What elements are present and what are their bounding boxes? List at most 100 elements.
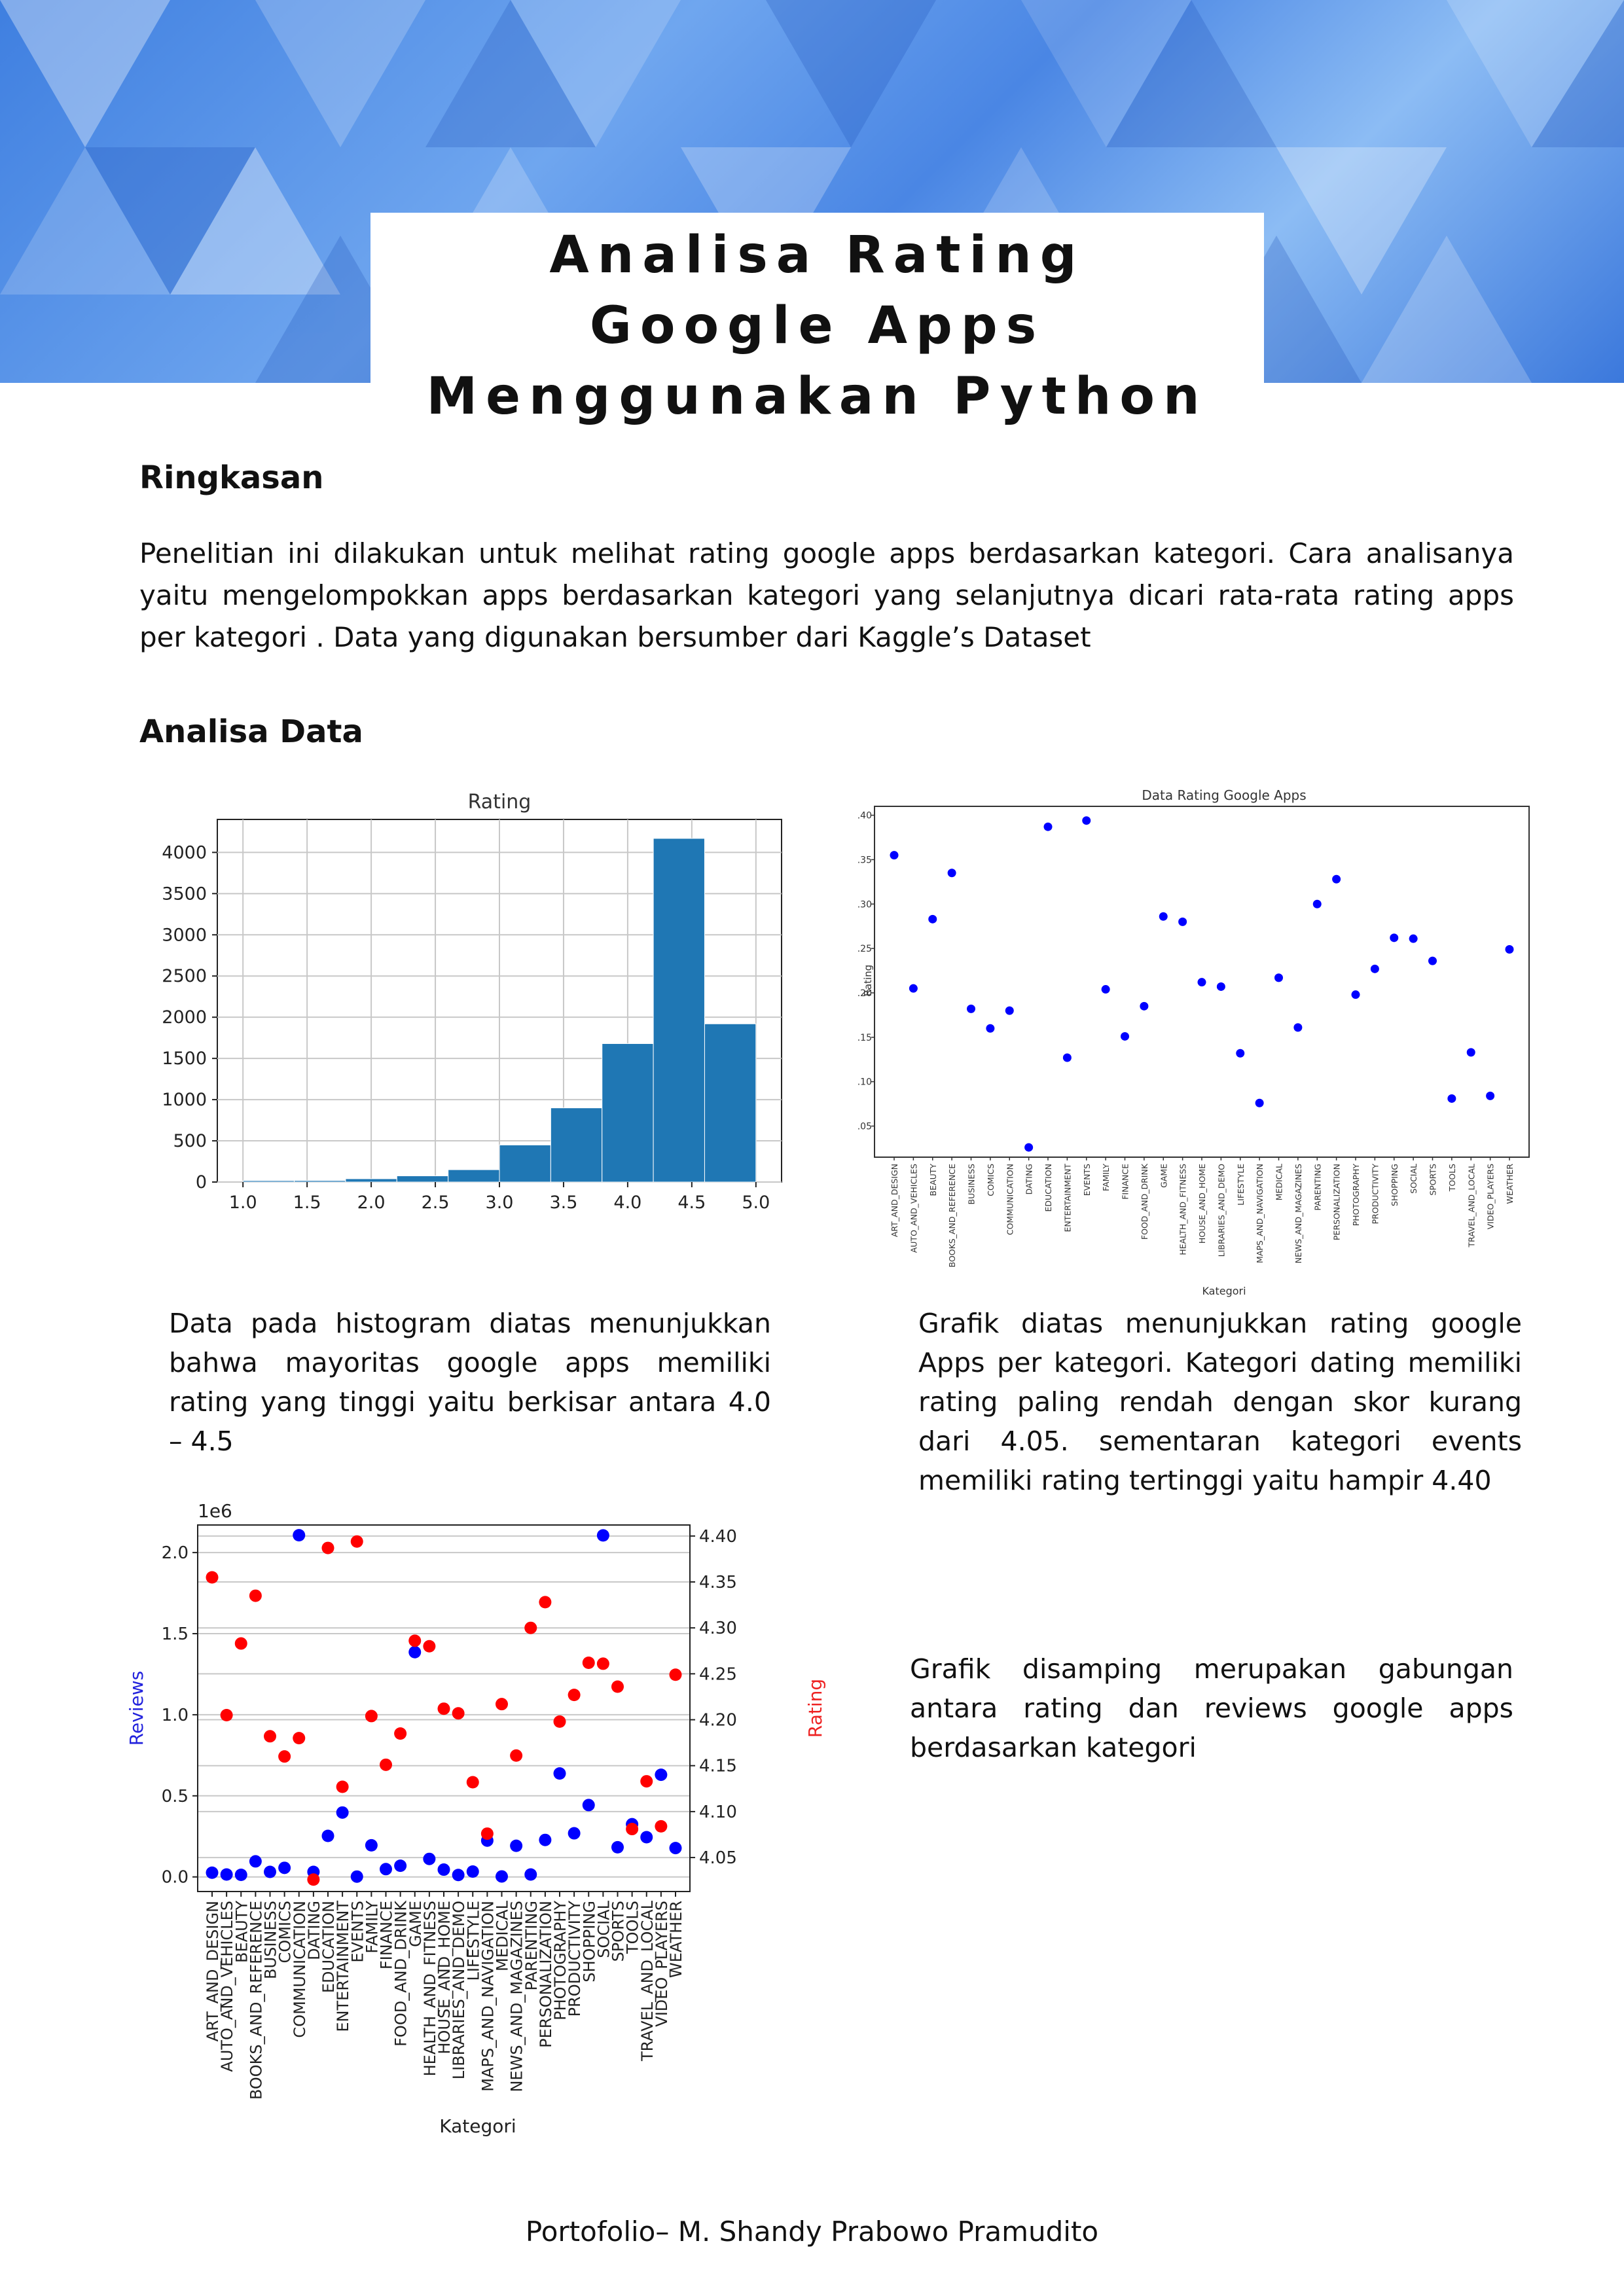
combined-x-tick-label: AUTO_AND_VEHICLES xyxy=(218,1901,236,2072)
histogram-y-tick-label: 4000 xyxy=(162,842,207,863)
combined-reviews-point xyxy=(655,1768,668,1782)
scatter1-x-tick-label: PARENTING xyxy=(1312,1164,1322,1211)
scatter1-y-tick-label: 4.05 xyxy=(857,1122,872,1132)
combined-reviews-point xyxy=(350,1870,363,1883)
scatter1-point xyxy=(1274,973,1283,982)
combined-rating-point xyxy=(611,1680,624,1693)
combined-reviews-point xyxy=(452,1869,465,1882)
scatter1-point xyxy=(1140,1001,1149,1011)
scatter1-x-tick-label: EDUCATION xyxy=(1043,1164,1053,1212)
scatter1-point xyxy=(1486,1091,1495,1100)
combined-reviews-point xyxy=(539,1833,552,1846)
histogram-bar xyxy=(448,1169,500,1183)
histogram-y-tick-label: 2000 xyxy=(162,1007,207,1028)
combined-rating-point xyxy=(264,1730,276,1743)
combined-rating-point xyxy=(220,1709,233,1722)
summary-paragraph: Penelitian ini dilakukan untuk melihat r… xyxy=(139,537,1514,653)
scatter1-x-tick-label: DATING xyxy=(1024,1164,1034,1194)
scatter1-x-tick-label: TRAVEL_AND_LOCAL xyxy=(1466,1164,1476,1248)
scatter1-x-tick-label: FAMILY xyxy=(1101,1164,1111,1191)
rating-reviews-combined-chart: 0.0 0.5 1.0 1.5 2.0 4.05 4.10 4.15 4.20 4.25 4.30… xyxy=(126,1500,826,2137)
combined-reviews-point xyxy=(423,1852,436,1865)
combined-reviews-point xyxy=(249,1855,262,1868)
combined-x-tick-label: SOCIAL xyxy=(594,1900,613,1958)
combined-rating-point xyxy=(596,1657,609,1670)
histogram-y-tick-label: 3500 xyxy=(162,884,207,904)
histogram-x-tick-label: 1.5 xyxy=(293,1193,321,1213)
combined-reviews-point xyxy=(380,1863,392,1876)
combined-rating-point xyxy=(496,1698,508,1711)
combined-rating-point xyxy=(423,1640,436,1653)
scatter1-x-tick-label: AUTO_AND_VEHICLES xyxy=(909,1164,918,1253)
scatter1-y-tick-label: 4.35 xyxy=(857,855,872,865)
scatter1-x-tick-label: SPORTS xyxy=(1428,1164,1438,1196)
combined-x-tick-label: COMMUNICATION xyxy=(291,1901,309,2038)
combined-x-tick-label: FOOD_AND_DRINK xyxy=(392,1900,410,2047)
document-title: Analisa Rating Google Apps Menggunakan P… xyxy=(426,225,1208,426)
combined-reviews-point xyxy=(336,1806,349,1819)
combined-x-tick-label: TRAVEL_AND_LOCAL xyxy=(638,1900,657,2062)
combined-x-tick-label: SHOPPING xyxy=(580,1901,598,1982)
combined-x-tick-label: EDUCATION xyxy=(319,1901,338,1993)
scatter1-x-tick-label: PERSONALIZATION xyxy=(1332,1164,1342,1240)
scatter1-point xyxy=(1428,956,1437,965)
combined-right-tick-label: 4.15 xyxy=(699,1757,737,1776)
combined-right-tick-label: 4.10 xyxy=(699,1803,737,1822)
scatter1-x-tick-label: BOOKS_AND_REFERENCE xyxy=(947,1164,957,1268)
combined-rating-point xyxy=(669,1668,682,1681)
combined-rating-point xyxy=(408,1634,422,1647)
combined-right-axis-label: Rating xyxy=(804,1679,826,1738)
histogram-bar xyxy=(294,1180,346,1183)
scatter1-point xyxy=(1255,1098,1264,1107)
combined-reviews-point xyxy=(496,1870,508,1883)
summary-heading: Ringkasan xyxy=(139,459,324,496)
combined-x-tick-label: VIDEO_PLAYERS xyxy=(653,1901,671,2027)
combined-x-label: Kategori xyxy=(439,2115,516,2137)
combined-rating-point xyxy=(582,1657,595,1670)
combined-x-tick-label: GAME xyxy=(406,1901,425,1947)
combined-reviews-point xyxy=(206,1866,219,1879)
combined-rating-point xyxy=(437,1702,450,1715)
combined-rating-point xyxy=(278,1750,291,1763)
combined-reviews-point xyxy=(640,1831,653,1844)
histogram-x-tick-label: 4.5 xyxy=(677,1193,706,1213)
scatter1-x-tick-label: TOOLS xyxy=(1447,1164,1457,1192)
scatter1-point xyxy=(1178,917,1187,926)
scatter1-point xyxy=(1447,1094,1456,1103)
combined-rating-point xyxy=(234,1637,247,1650)
combined-rating-point xyxy=(524,1621,537,1634)
scatter1-x-tick-label: NEWS_AND_MAGAZINES xyxy=(1293,1164,1303,1263)
combined-reviews-point xyxy=(466,1865,479,1878)
combined-reviews-point xyxy=(220,1868,233,1881)
combined-x-tick-label: WEATHER xyxy=(667,1901,685,1978)
combined-reviews-point xyxy=(437,1863,450,1876)
combined-x-tick-label: HEALTH_AND_FITNESS xyxy=(421,1901,439,2076)
combined-x-tick-label: FINANCE xyxy=(378,1901,396,1969)
combined-x-ticks: ART_AND_DESIGNAUTO_AND_VEHICLESBEAUTYBOO… xyxy=(204,1892,685,2100)
scatter1-x-tick-label: ART_AND_DESIGN xyxy=(890,1164,899,1237)
combined-rating-point xyxy=(480,1827,494,1840)
scatter1-y-tick-label: 4.25 xyxy=(857,944,872,954)
scatter1-x-tick-label: SOCIAL xyxy=(1409,1164,1418,1194)
combined-reviews-point xyxy=(524,1868,537,1881)
combined-rating-point xyxy=(539,1596,552,1609)
scatter1-point xyxy=(1121,1031,1129,1041)
scatter1-x-tick-label: LIBRARIES_AND_DEMO xyxy=(1216,1164,1226,1257)
scatter1-point xyxy=(947,869,956,878)
combined-reviews-point xyxy=(568,1827,581,1840)
histogram-bar xyxy=(345,1178,397,1183)
histogram-x-tick-label: 3.0 xyxy=(486,1193,514,1213)
histogram-y-tick-label: 1000 xyxy=(162,1090,207,1110)
combined-rating-point xyxy=(307,1873,320,1886)
combined-x-tick-label: PARENTING xyxy=(522,1901,541,1990)
histogram-x-tick-label: 5.0 xyxy=(742,1193,770,1213)
scatter1-point xyxy=(1159,912,1168,921)
scatter1-x-tick-label: FINANCE xyxy=(1121,1164,1130,1200)
combined-x-tick-label: PERSONALIZATION xyxy=(537,1901,555,2048)
combined-x-tick-label: EVENTS xyxy=(348,1901,367,1963)
combined-x-tick-label: BEAUTY xyxy=(232,1901,251,1963)
combined-reviews-point xyxy=(264,1865,276,1878)
scatter1-point xyxy=(967,1004,975,1013)
combined-rating-point xyxy=(321,1541,334,1554)
combined-reviews-point xyxy=(394,1859,407,1873)
